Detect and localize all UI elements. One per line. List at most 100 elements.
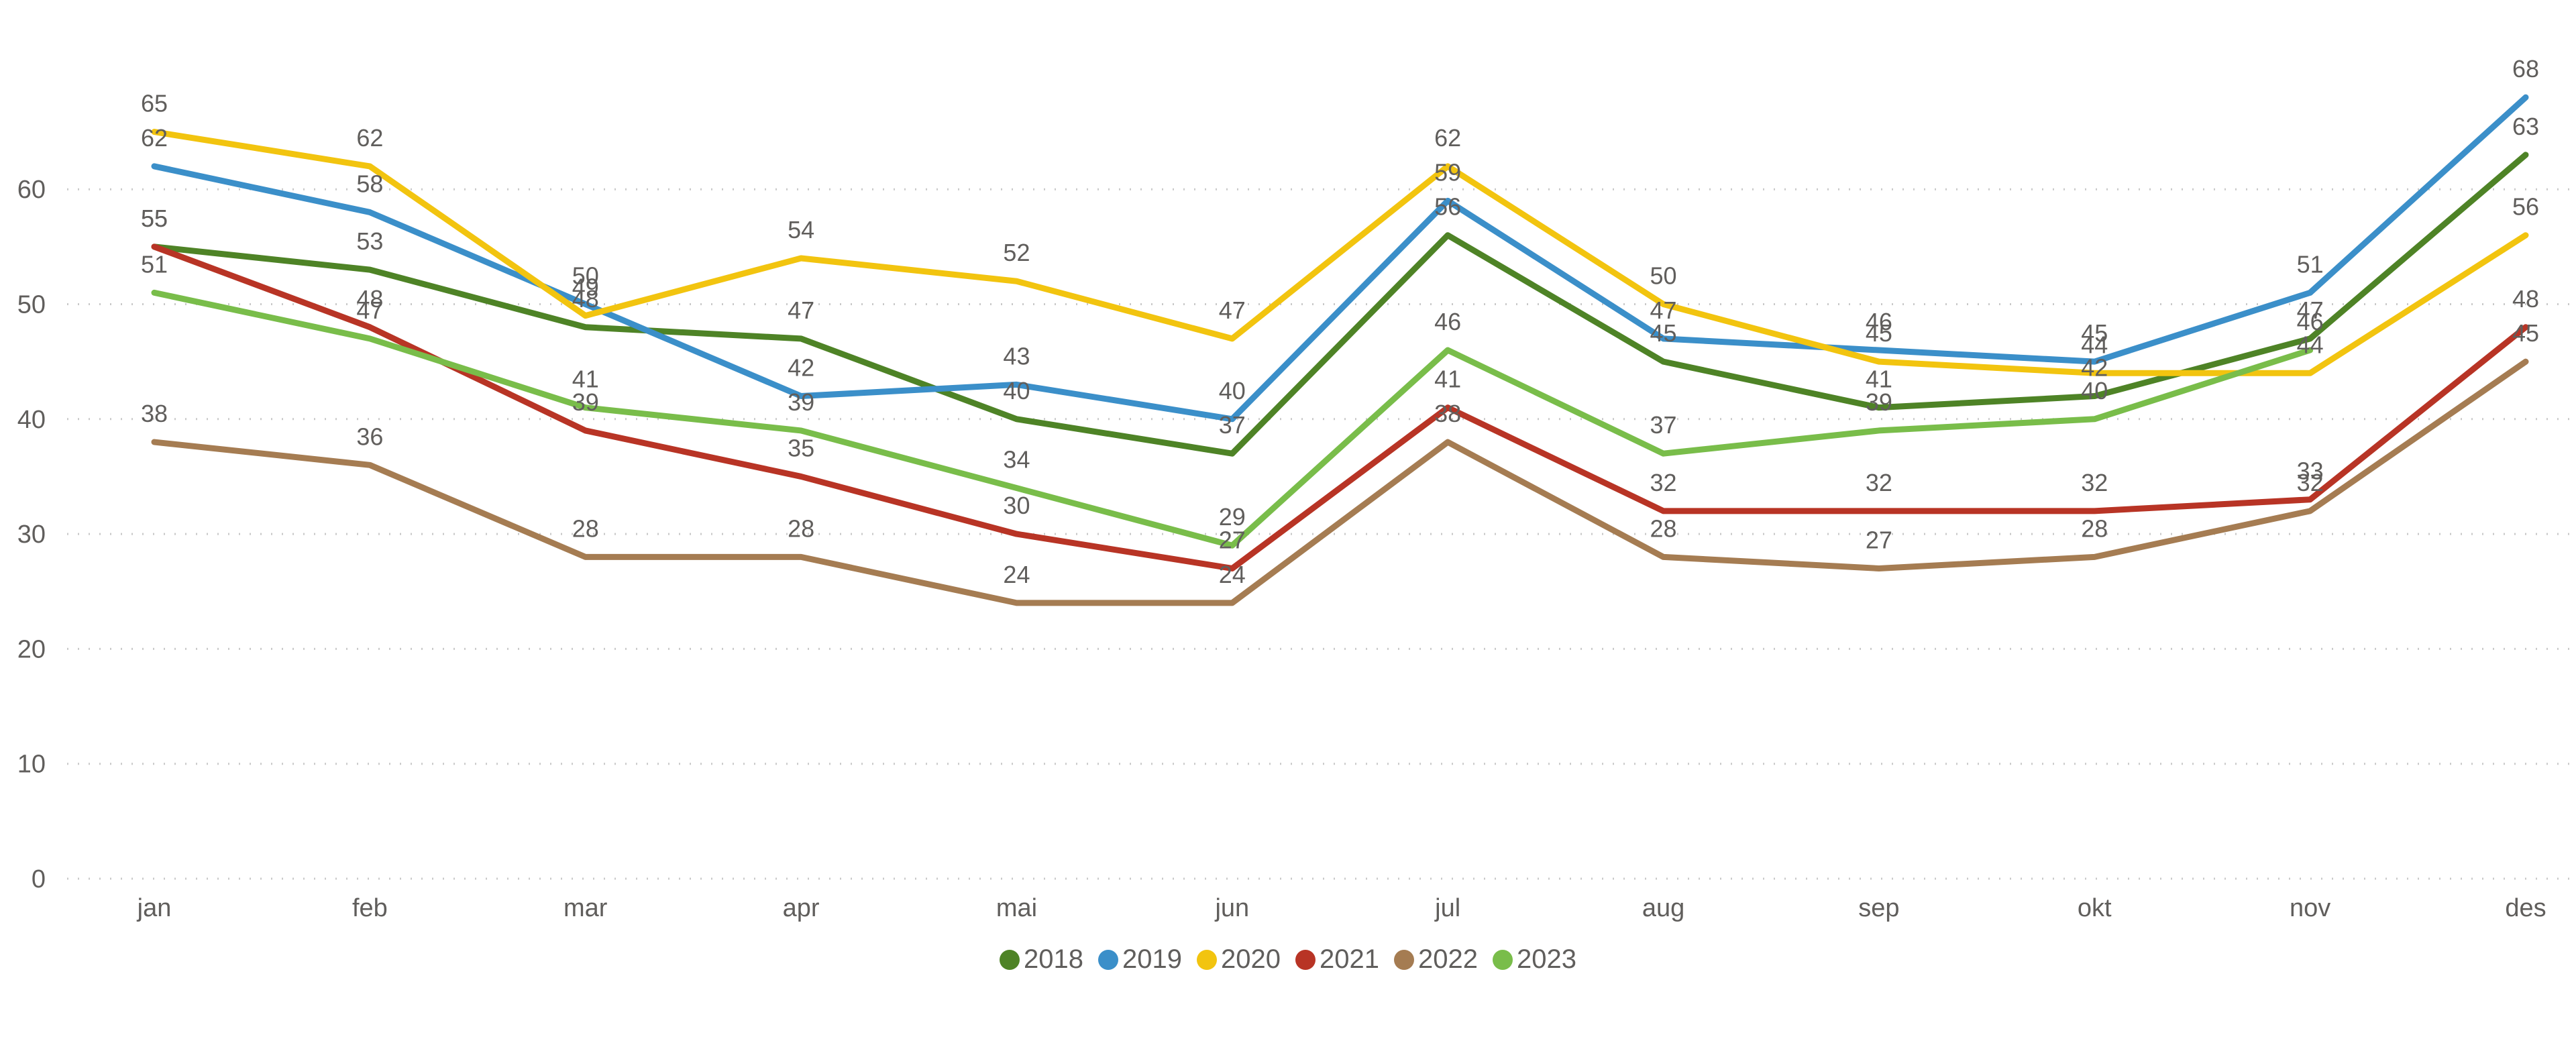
series-line-2018[interactable] xyxy=(151,152,2529,457)
data-label-2022: 32 xyxy=(2297,469,2324,496)
data-label-2019: 68 xyxy=(2512,55,2539,83)
x-tick-label: des xyxy=(2505,894,2546,922)
legend-label: 2022 xyxy=(1417,944,1478,974)
data-label-2018: 47 xyxy=(2297,296,2324,324)
legend-marker-icon xyxy=(1197,949,1218,970)
x-tick-label: jun xyxy=(1214,894,1249,922)
y-tick-label: 20 xyxy=(17,635,46,663)
x-tick-label: sep xyxy=(1858,894,1899,922)
data-label-2021: 32 xyxy=(2081,469,2108,496)
y-tick-label: 60 xyxy=(17,176,46,204)
legend-item-2022[interactable]: 2022 xyxy=(1393,944,1478,975)
data-label-2018: 48 xyxy=(572,285,599,313)
data-label-2020: 45 xyxy=(1866,319,1892,347)
data-label-2022: 45 xyxy=(2512,319,2539,347)
data-label-2018: 40 xyxy=(1003,377,1030,404)
data-label-2020: 49 xyxy=(572,274,599,301)
data-label-2019: 45 xyxy=(2081,319,2108,347)
data-label-2021: 33 xyxy=(2297,457,2324,485)
y-tick-label: 40 xyxy=(17,406,46,434)
data-label-2018: 56 xyxy=(1434,193,1461,221)
data-label-2022: 24 xyxy=(1003,561,1030,588)
data-label-2020: 50 xyxy=(1650,262,1677,290)
x-tick-label: apr xyxy=(783,894,820,922)
data-label-2021: 27 xyxy=(1219,526,1246,553)
data-label-2020: 62 xyxy=(356,124,383,152)
data-label-2022: 28 xyxy=(2081,514,2108,542)
data-label-2018: 45 xyxy=(1650,319,1677,347)
data-label-2022: 28 xyxy=(572,514,599,542)
legend-marker-icon xyxy=(1393,949,1414,970)
data-label-2019: 50 xyxy=(572,262,599,290)
series-line-2020[interactable] xyxy=(151,129,2529,376)
legend-label: 2019 xyxy=(1122,944,1183,974)
data-label-2023: 41 xyxy=(572,366,599,393)
data-label-2020: 54 xyxy=(788,216,814,243)
data-label-2018: 37 xyxy=(1219,411,1246,439)
y-axis: 0 10 20 30 40 50 60 xyxy=(17,176,46,893)
legend-marker-icon xyxy=(1098,949,1119,970)
x-tick-label: okt xyxy=(2078,894,2112,922)
data-label-2023: 46 xyxy=(1434,308,1461,335)
data-label-2019: 58 xyxy=(356,170,383,197)
data-label-2018: 41 xyxy=(1866,366,1892,393)
series-lines xyxy=(151,94,2529,606)
x-tick-label: mar xyxy=(564,894,608,922)
data-label-2019: 59 xyxy=(1434,158,1461,186)
x-tick-label: aug xyxy=(1642,894,1684,922)
data-label-2019: 40 xyxy=(1219,377,1246,404)
data-label-2018: 47 xyxy=(788,296,814,324)
legend-item-2021[interactable]: 2021 xyxy=(1295,944,1379,975)
x-tick-label: jul xyxy=(1434,894,1460,922)
data-label-2019: 62 xyxy=(141,124,168,152)
x-tick-label: jan xyxy=(137,894,172,922)
data-label-2022: 27 xyxy=(1866,526,1892,553)
data-label-2020: 52 xyxy=(1003,239,1030,266)
series-line-2023[interactable] xyxy=(151,289,2314,549)
data-label-2023: 51 xyxy=(141,250,168,278)
data-label-2019: 51 xyxy=(2297,250,2324,278)
series-line-2021[interactable] xyxy=(151,243,2529,571)
legend: 2018 2019 2020 2021 2022 2023 xyxy=(0,944,2576,975)
data-label-2023: 40 xyxy=(2081,377,2108,404)
data-label-2021: 55 xyxy=(141,205,168,232)
data-label-2023: 29 xyxy=(1219,503,1246,531)
y-tick-label: 50 xyxy=(17,291,46,319)
data-label-2021: 32 xyxy=(1650,469,1677,496)
data-label-2020: 44 xyxy=(2081,331,2108,358)
legend-item-2018[interactable]: 2018 xyxy=(1000,944,1083,975)
data-label-2021: 32 xyxy=(1866,469,1892,496)
data-label-2021: 48 xyxy=(356,285,383,313)
data-label-2022: 38 xyxy=(141,400,168,427)
legend-label: 2020 xyxy=(1221,944,1281,974)
legend-item-2020[interactable]: 2020 xyxy=(1197,944,1281,975)
series-line-2022[interactable] xyxy=(151,358,2529,606)
data-label-2023: 39 xyxy=(1866,388,1892,416)
x-tick-label: mai xyxy=(996,894,1037,922)
data-label-2021: 41 xyxy=(1434,366,1461,393)
data-label-2021: 48 xyxy=(2512,285,2539,313)
data-label-2018: 53 xyxy=(356,227,383,255)
data-label-2023: 47 xyxy=(356,296,383,324)
data-label-2020: 62 xyxy=(1434,124,1461,152)
data-label-2021: 35 xyxy=(788,434,814,461)
x-axis: jan feb mar apr mai jun jul aug sep okt nov des xyxy=(137,894,2546,922)
legend-marker-icon xyxy=(1000,949,1020,970)
y-tick-label: 0 xyxy=(32,865,46,893)
legend-marker-icon xyxy=(1492,949,1513,970)
data-label-2023: 39 xyxy=(788,388,814,416)
legend-label: 2023 xyxy=(1516,944,1576,974)
data-label-2020: 65 xyxy=(141,90,168,117)
legend-item-2019[interactable]: 2019 xyxy=(1098,944,1182,975)
legend-item-2023[interactable]: 2023 xyxy=(1492,944,1576,975)
data-label-2018: 55 xyxy=(141,205,168,232)
data-label-2019: 43 xyxy=(1003,342,1030,370)
legend-label: 2021 xyxy=(1320,944,1379,974)
x-tick-label: nov xyxy=(2290,894,2330,922)
data-label-2022: 28 xyxy=(1650,514,1677,542)
data-label-2020: 47 xyxy=(1219,296,1246,324)
data-label-2023: 37 xyxy=(1650,411,1677,439)
data-label-2018: 42 xyxy=(2081,354,2108,382)
data-label-2023: 46 xyxy=(2297,308,2324,335)
